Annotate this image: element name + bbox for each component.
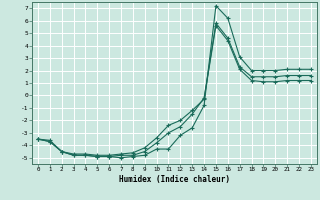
X-axis label: Humidex (Indice chaleur): Humidex (Indice chaleur) bbox=[119, 175, 230, 184]
